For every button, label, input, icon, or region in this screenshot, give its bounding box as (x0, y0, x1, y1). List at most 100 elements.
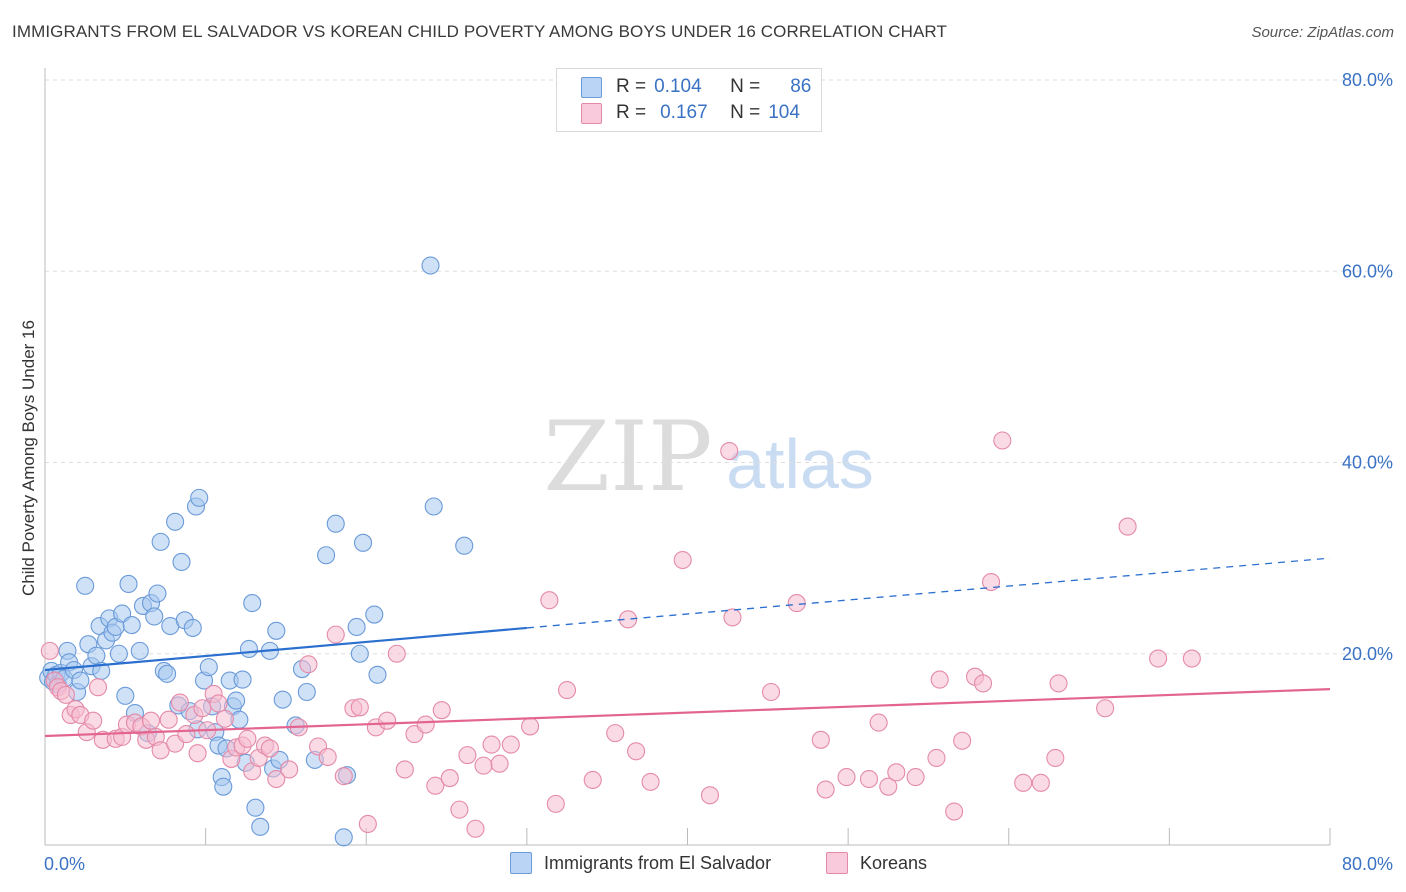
korean-point (945, 802, 964, 821)
korean-point (350, 698, 369, 717)
korean-point (930, 670, 949, 689)
korean-point (84, 711, 103, 730)
el-salvador-point (297, 682, 316, 702)
el-salvador-point (183, 618, 202, 637)
el-salvador-point (350, 644, 369, 663)
el-salvador-point (122, 616, 141, 635)
korean-point (700, 786, 720, 805)
el-salvador-point (317, 546, 336, 565)
korean-point (1149, 649, 1168, 668)
korean-point (816, 780, 835, 799)
korean-point (260, 739, 279, 758)
korean-point (627, 742, 646, 761)
korean-point (88, 678, 108, 697)
korean-point (238, 729, 257, 748)
el-salvador-point (334, 828, 353, 847)
el-salvador-point (239, 639, 259, 659)
korean-point (993, 431, 1012, 450)
legend-row-el-salvador: R = 0.104 N = 86 (581, 75, 811, 99)
korean-point (869, 713, 888, 732)
korean-point (474, 756, 493, 775)
x-tick-label: 80.0% (1342, 854, 1393, 874)
bottom-legend-koreans: Koreans (826, 852, 927, 874)
legend-n-value: 86 (790, 76, 812, 97)
korean-point (209, 694, 228, 713)
trend-layer (44, 557, 1331, 738)
korean-point (326, 625, 345, 644)
source-credit: Source: ZipAtlas.com (1251, 24, 1394, 41)
el-salvador-point (273, 690, 292, 709)
korean-point (432, 701, 451, 720)
label-layer: 20.0% 40.0% 60.0% 80.0% 0.0% 80.0% Child Pover… (19, 70, 1393, 874)
korean-point (982, 572, 1001, 592)
bottom-legend-label: Immigrants from El Salvador (544, 852, 772, 873)
korean-point (606, 724, 625, 743)
korean-point (56, 685, 75, 704)
korean-point (811, 730, 830, 749)
korean-point (387, 644, 406, 663)
el-salvador-point (424, 497, 443, 516)
el-salvador-point (87, 646, 106, 665)
y-tick-label: 20.0% (1342, 644, 1393, 664)
grid-layer (45, 79, 1392, 655)
watermark-zip: ZIP (543, 401, 712, 513)
korean-point (540, 591, 559, 610)
el-salvador-point (326, 514, 345, 533)
legend-r-value: 0.167 (660, 102, 708, 123)
korean-point (641, 772, 660, 791)
korean-point (358, 814, 377, 834)
el-salvador-point (199, 658, 218, 677)
el-salvador-point (148, 584, 167, 603)
el-salvador-point (421, 256, 440, 275)
korean-point (887, 763, 906, 782)
korean-point (395, 760, 414, 779)
korean-point (466, 819, 485, 838)
korean-point (170, 693, 189, 712)
korean-point (973, 674, 993, 693)
el-salvador-point (116, 686, 135, 705)
korean-point (141, 711, 161, 730)
el-salvador-point (109, 644, 128, 663)
watermark-atlas: atlas (726, 425, 874, 503)
korean-point (159, 710, 178, 729)
korean-point (416, 715, 435, 734)
el-salvador-point (243, 594, 262, 613)
korean-point (378, 711, 397, 730)
y-tick-label: 80.0% (1342, 70, 1393, 90)
el-salvador-trend-extension (526, 557, 1331, 629)
legend-n-label: N = (730, 102, 761, 123)
korean-point (40, 641, 59, 660)
legend-r-label: R = (616, 102, 647, 123)
points-layer (39, 256, 1201, 847)
korean-point (837, 768, 856, 787)
korean-point (1014, 773, 1033, 792)
el-salvador-point (158, 664, 177, 683)
korean-point (215, 709, 234, 728)
el-salvador-point (214, 777, 233, 796)
bottom-legend-swatch-blue (510, 852, 532, 874)
korean-point (720, 441, 739, 461)
korean-point (859, 769, 879, 789)
legend-swatch-blue (581, 76, 602, 98)
korean-point (450, 800, 469, 819)
korean-point (299, 655, 318, 674)
el-salvador-point (166, 512, 185, 531)
bottom-legend-el-salvador: Immigrants from El Salvador (510, 852, 771, 874)
chart-title: IMMIGRANTS FROM EL SALVADOR VS KOREAN CH… (12, 22, 947, 41)
el-salvador-point (172, 552, 191, 572)
y-axis-label: Child Poverty Among Boys Under 16 (19, 320, 38, 596)
korean-point (1046, 748, 1065, 768)
el-salvador-point (233, 670, 252, 689)
el-salvador-point (76, 576, 95, 595)
el-salvador-trend-line (44, 626, 527, 672)
legend-r-value: 0.104 (654, 76, 702, 97)
korean-point (723, 608, 742, 627)
korean-point (583, 770, 602, 790)
el-salvador-point (190, 488, 209, 507)
bottom-legend-swatch-pink (826, 852, 848, 874)
el-salvador-point (130, 641, 149, 660)
korean-point (426, 776, 445, 795)
korean-point (458, 746, 477, 765)
korean-point (334, 767, 353, 786)
